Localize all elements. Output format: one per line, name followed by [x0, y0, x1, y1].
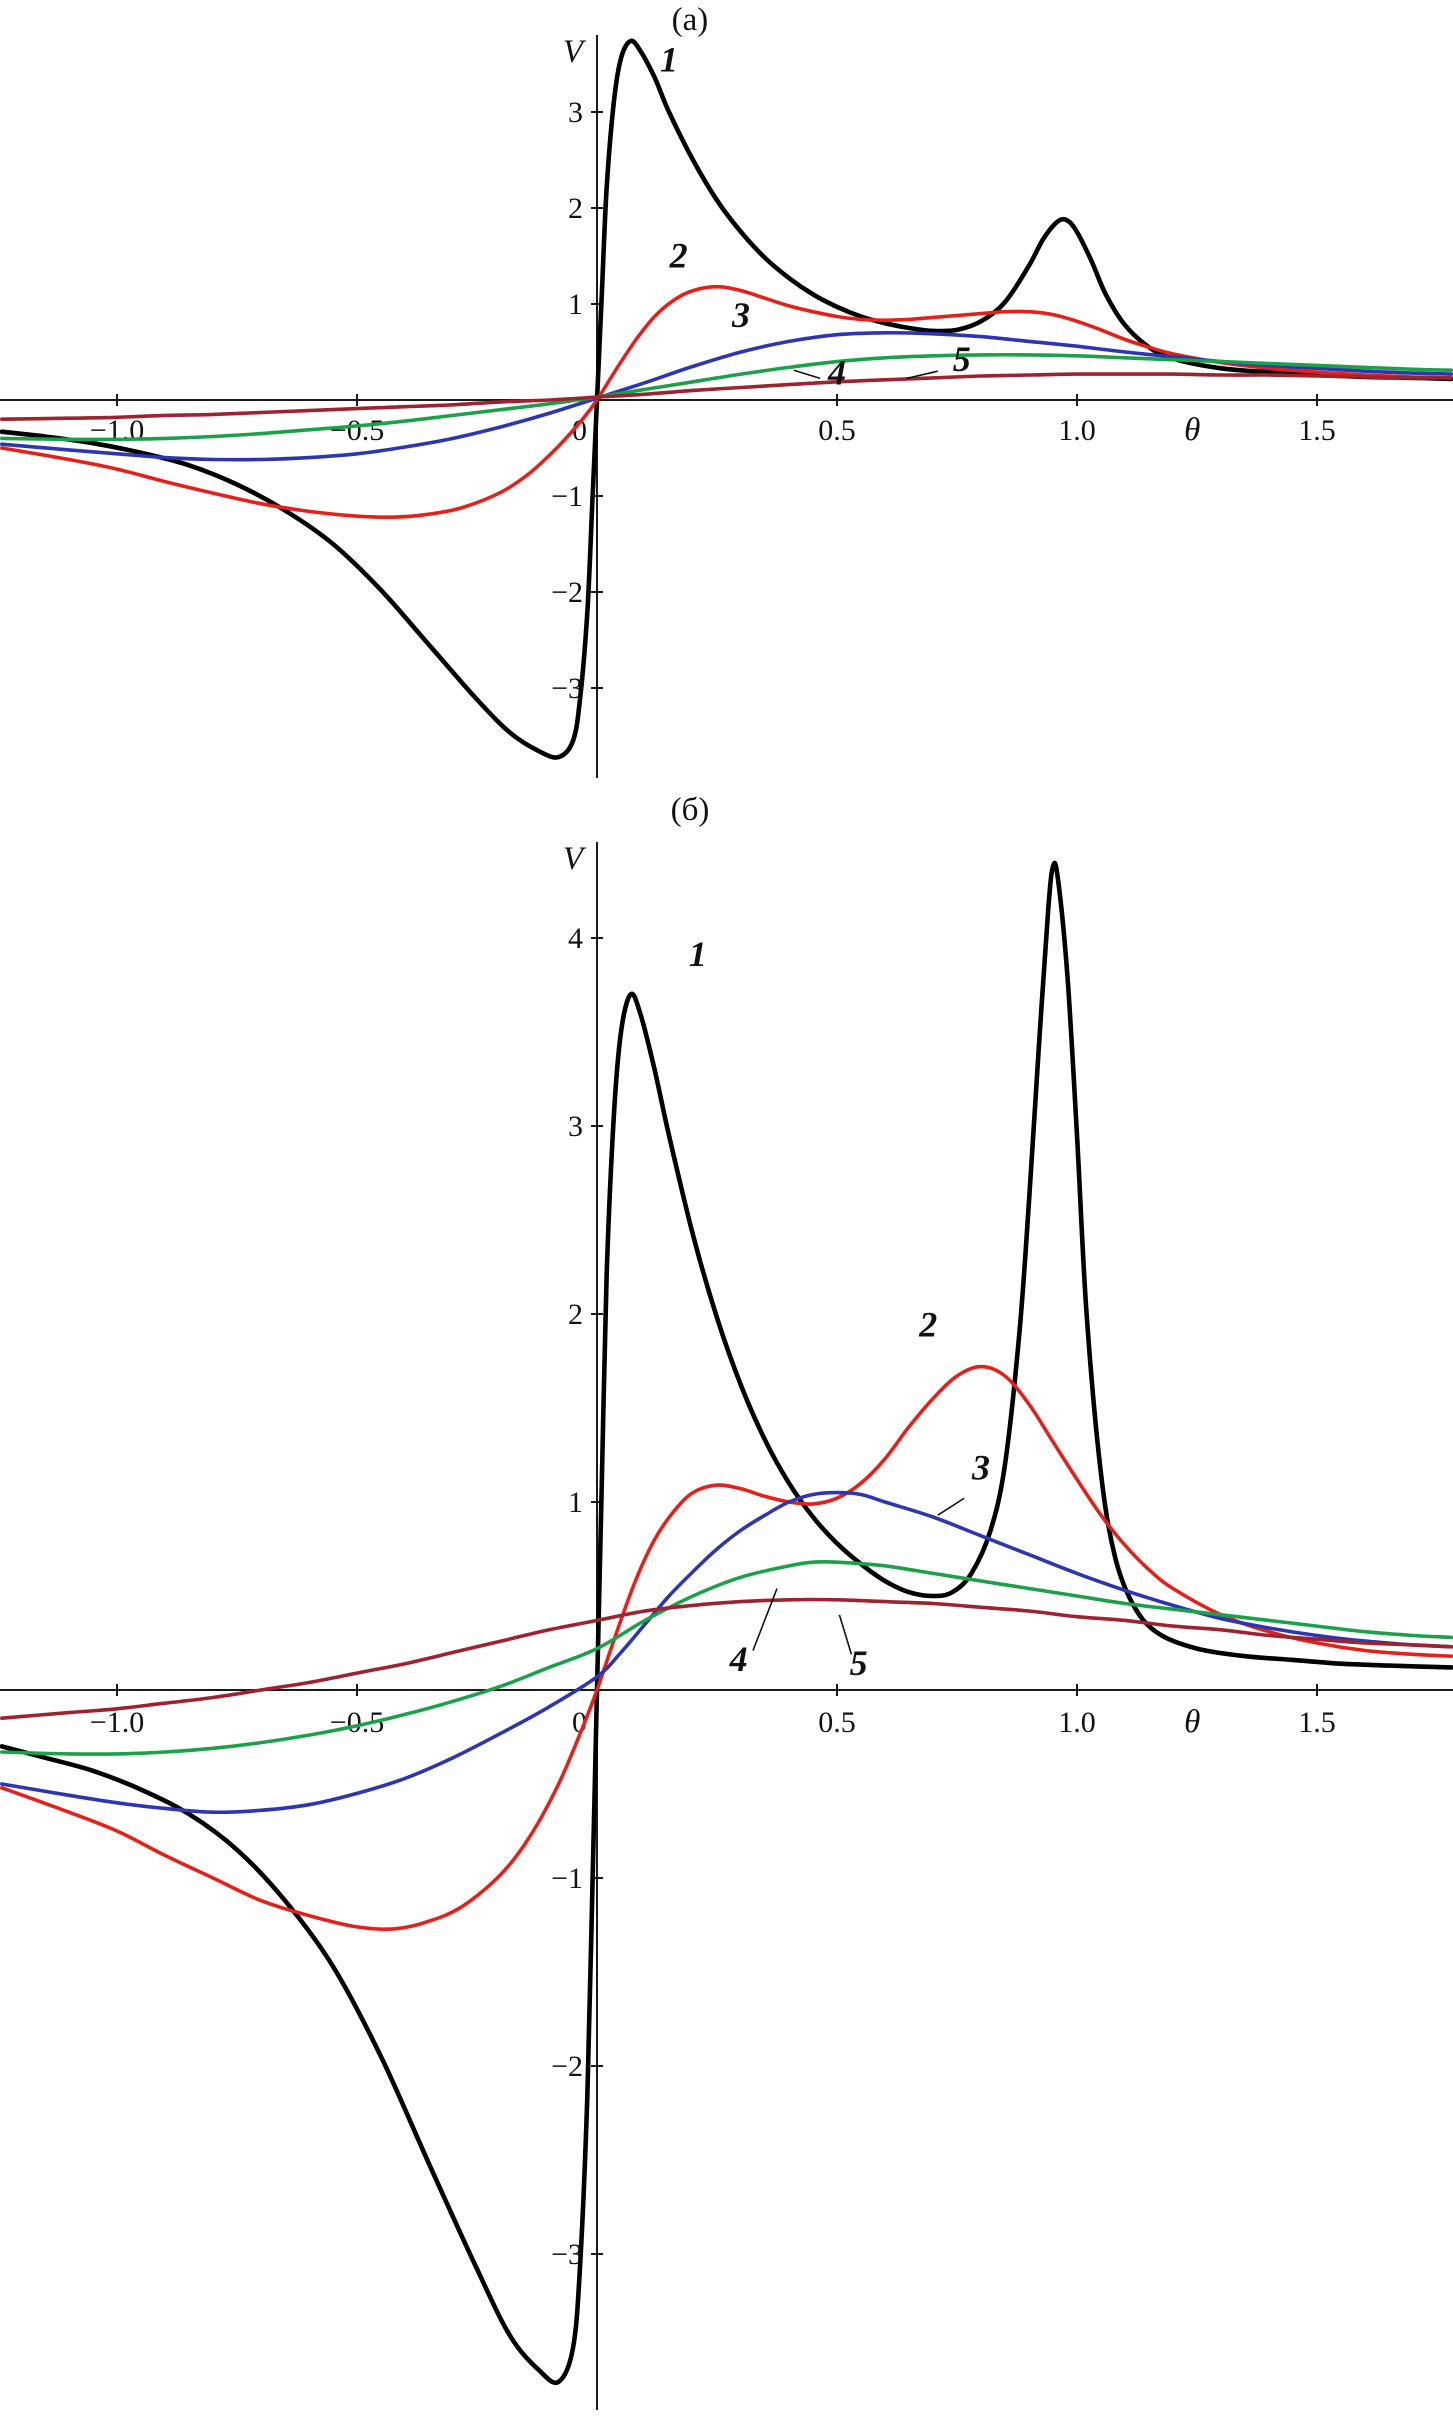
curve-label-leader-4	[752, 1588, 778, 1651]
curve-label-4: 4	[729, 1639, 748, 1679]
x-axis-title: θ	[1184, 412, 1200, 448]
series-1-curve	[0, 38, 1453, 760]
curve-label-4: 4	[827, 353, 846, 393]
curve-label-leader-5	[906, 370, 938, 380]
series-2-curve	[0, 1364, 1453, 1931]
curve-label-leader-5	[838, 1614, 853, 1655]
x-tick-label: −0.5	[330, 414, 384, 447]
x-tick-label: 1.0	[1058, 1706, 1096, 1739]
curve-label-1: 1	[689, 934, 707, 974]
curve-label-3: 3	[971, 1447, 990, 1487]
series-3-curve	[0, 330, 1453, 462]
series-1-curve	[0, 860, 1453, 2386]
y-tick-label: 4	[568, 922, 583, 955]
y-tick-label: −3	[551, 2238, 583, 2271]
y-axis-title: V	[563, 841, 587, 877]
y-tick-label: 2	[568, 1298, 583, 1331]
x-tick-label: 0.5	[818, 1706, 856, 1739]
curve-label-2: 2	[918, 1305, 937, 1345]
curve-label-2: 2	[669, 236, 688, 276]
series-5-curve	[0, 372, 1453, 421]
series-4-curve	[0, 352, 1453, 442]
series-4-curve	[0, 1559, 1453, 1756]
curve-label-1: 1	[660, 40, 678, 80]
y-tick-label: 2	[568, 192, 583, 225]
x-tick-label: 0.5	[818, 414, 856, 447]
y-axis-title: V	[563, 34, 587, 70]
x-tick-label: 1.5	[1298, 1706, 1336, 1739]
y-tick-label: −2	[551, 576, 583, 609]
x-tick-label: 0	[572, 414, 587, 447]
curve-label-3: 3	[731, 295, 750, 335]
y-tick-label: 1	[568, 1486, 583, 1519]
y-tick-label: 3	[568, 96, 583, 129]
series-2-curve	[0, 284, 1453, 520]
series-3-curve	[0, 1490, 1453, 1815]
y-tick-label: −2	[551, 2050, 583, 2083]
curve-label-leader-3	[937, 1497, 965, 1516]
x-axis-title: θ	[1184, 1704, 1200, 1740]
y-tick-label: −1	[551, 1862, 583, 1895]
y-tick-label: 3	[568, 1110, 583, 1143]
curve-label-leader-4	[793, 369, 821, 380]
x-tick-label: 1.5	[1298, 414, 1336, 447]
series-5-curve	[0, 1597, 1453, 1720]
curve-label-5: 5	[953, 339, 971, 379]
curve-label-5: 5	[850, 1643, 868, 1683]
y-tick-label: −1	[551, 480, 583, 513]
x-tick-label: 1.0	[1058, 414, 1096, 447]
y-tick-label: 1	[568, 288, 583, 321]
